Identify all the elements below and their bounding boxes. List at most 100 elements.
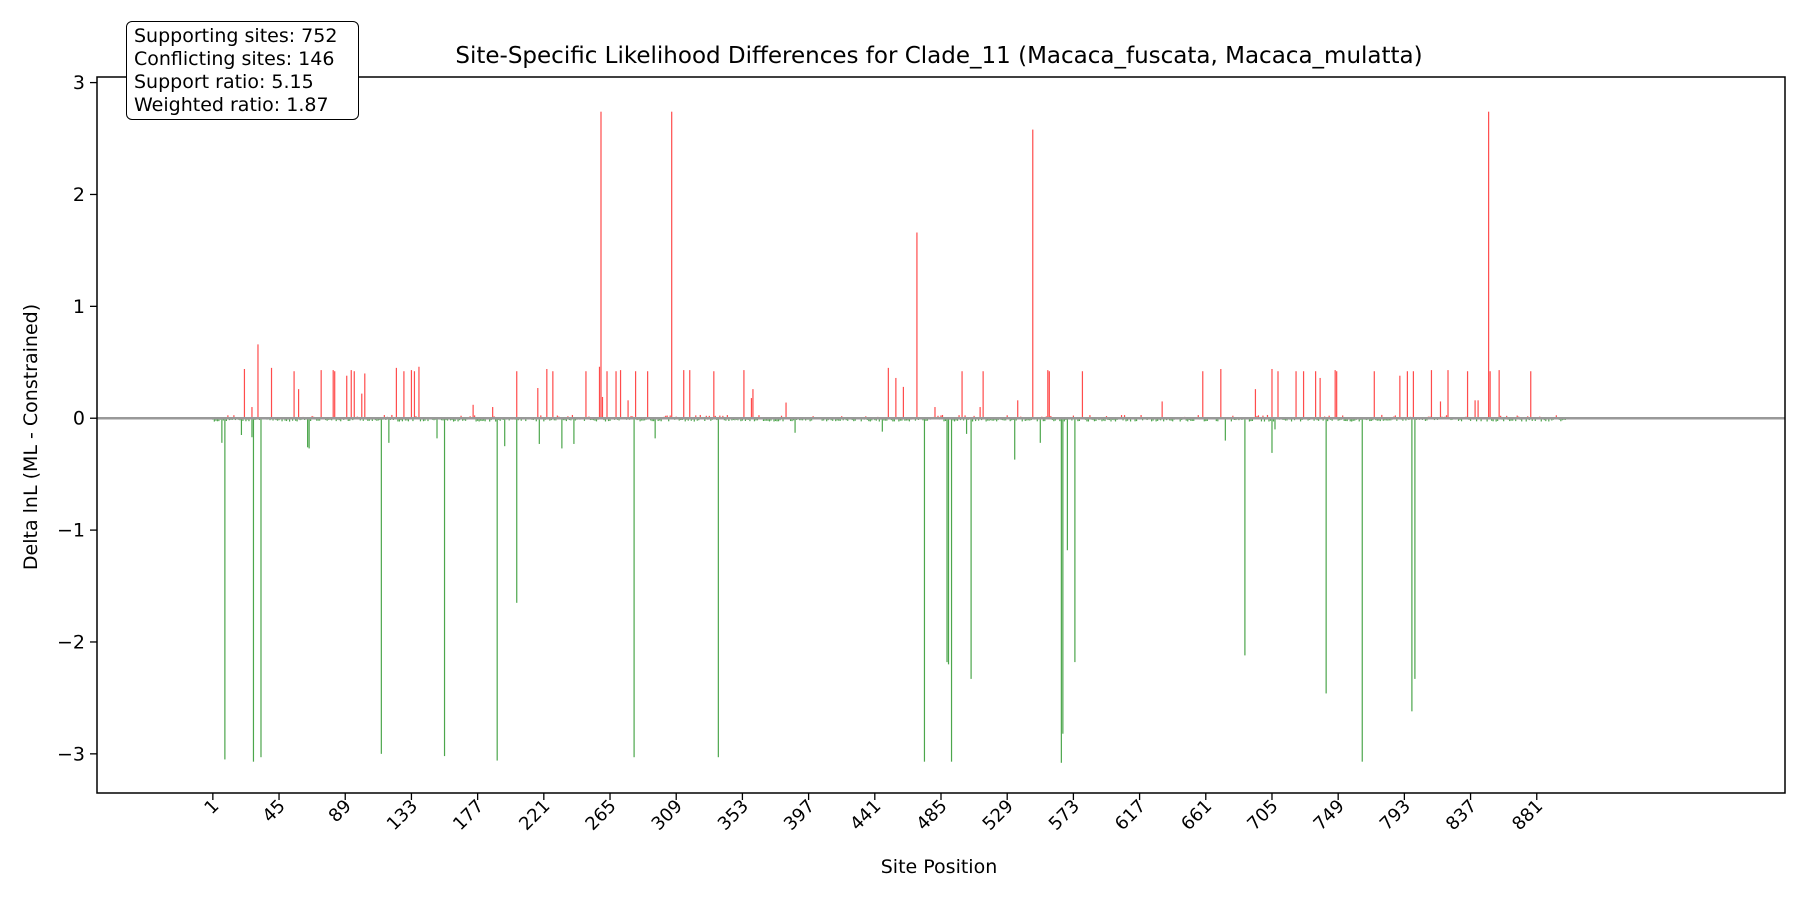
y-tick-label: 1 (73, 296, 85, 318)
ticks-layer: 1 45 89 133 177 221 265 309 353 397 441 485 529 573 61… (57, 72, 1547, 835)
conflicting-site-bar (350, 370, 352, 419)
site-bar (607, 418, 610, 422)
conflicting-site-bar (785, 402, 787, 419)
supporting-site-bar (516, 418, 518, 603)
site-bar (1346, 418, 1348, 422)
conflicting-site-bar (683, 370, 685, 419)
conflicting-site-bar (546, 368, 548, 419)
conflicting-site-bar (1334, 370, 1336, 419)
supporting-site-bar (947, 418, 950, 665)
supporting-site-bar (717, 418, 719, 758)
site-bar (719, 415, 721, 419)
site-bar (1086, 418, 1088, 422)
site-bar (1497, 418, 1499, 421)
supporting-site-bar (1066, 418, 1068, 551)
conflicting-site-bar (1373, 371, 1375, 419)
conflicting-site-bar (1254, 389, 1257, 419)
conflicting-site-bar (516, 371, 518, 419)
conflicting-site-bar (598, 366, 601, 419)
site-bar (1140, 414, 1142, 419)
site-bar (958, 415, 960, 419)
site-bar (826, 418, 828, 422)
supporting-site-bar (970, 418, 972, 679)
site-bar (1525, 418, 1527, 422)
site-bar (953, 418, 956, 422)
site-bar (975, 418, 977, 422)
site-bar (543, 418, 545, 422)
site-bar (668, 418, 670, 422)
conflicting-site-bar (895, 377, 897, 419)
site-bar (1327, 418, 1329, 422)
x-tick-label: 1 (200, 796, 223, 819)
site-bar (847, 418, 849, 421)
site-bar (1197, 415, 1199, 419)
site-bar (499, 418, 501, 421)
site-bar (371, 418, 373, 421)
site-bar (1157, 418, 1159, 421)
conflicting-site-bar (353, 371, 355, 419)
conflicting-site-bar (1474, 400, 1476, 419)
site-bar (1516, 415, 1518, 419)
conflicting-site-bar (713, 371, 715, 419)
site-bar (1163, 418, 1165, 422)
site-bar (1251, 418, 1254, 421)
site-bar (475, 418, 477, 422)
site-bar (1044, 418, 1046, 422)
supporting-site-bar (946, 418, 948, 663)
site-bar (391, 414, 393, 419)
conflicting-site-bar (1220, 368, 1222, 419)
conflicting-site-bar (627, 400, 629, 419)
site-bar (349, 418, 351, 421)
site-bar (1343, 418, 1345, 421)
supporting-site-bar (561, 418, 563, 449)
plot-frame (96, 76, 1786, 794)
site-bar (367, 418, 369, 421)
site-bar (424, 418, 426, 421)
site-bar (242, 418, 244, 421)
site-bar (1006, 415, 1008, 419)
conflicting-site-bar (961, 371, 963, 419)
site-bar (1515, 418, 1517, 422)
site-bar (407, 418, 410, 422)
site-bar (245, 418, 247, 422)
site-bar (690, 418, 692, 421)
x-tick-label: 837 (1442, 796, 1481, 835)
site-bar (1369, 418, 1371, 422)
site-bar (764, 418, 766, 421)
y-tick-label: 0 (73, 408, 85, 430)
site-bar (540, 415, 542, 419)
site-bar (427, 418, 429, 422)
site-bar (1217, 418, 1219, 422)
site-bar (595, 418, 598, 422)
supporting-site-bar (251, 418, 253, 438)
site-bar (216, 418, 218, 422)
site-bar (1009, 418, 1011, 422)
site-bar (1042, 418, 1044, 422)
x-tick-label: 573 (1045, 796, 1084, 835)
conflicting-site-bar (1295, 371, 1297, 419)
site-bar (1318, 418, 1320, 421)
conflicting-site-bar (689, 370, 691, 419)
site-bar (376, 418, 378, 421)
conflicting-site-bar (1498, 370, 1500, 419)
conflicting-site-bar (1047, 370, 1049, 419)
site-bar (1402, 418, 1404, 421)
site-bar (484, 418, 486, 422)
conflicting-site-bar (418, 366, 420, 419)
site-bar (1352, 418, 1354, 421)
site-bar (1203, 418, 1205, 422)
supporting-site-bar (1271, 418, 1273, 453)
site-bar (767, 418, 769, 421)
site-bar (780, 415, 783, 419)
site-bar (762, 418, 765, 422)
x-tick-label: 793 (1376, 796, 1415, 835)
site-bar (1475, 418, 1478, 422)
conflicting-site-bar (619, 370, 622, 419)
site-bar (1445, 415, 1448, 419)
site-bar (1053, 418, 1055, 422)
supporting-site-bar (923, 418, 926, 762)
site-bar (1313, 418, 1315, 421)
conflicting-site-bar (361, 393, 363, 419)
supporting-site-bar (794, 418, 796, 433)
site-bar (383, 415, 385, 419)
